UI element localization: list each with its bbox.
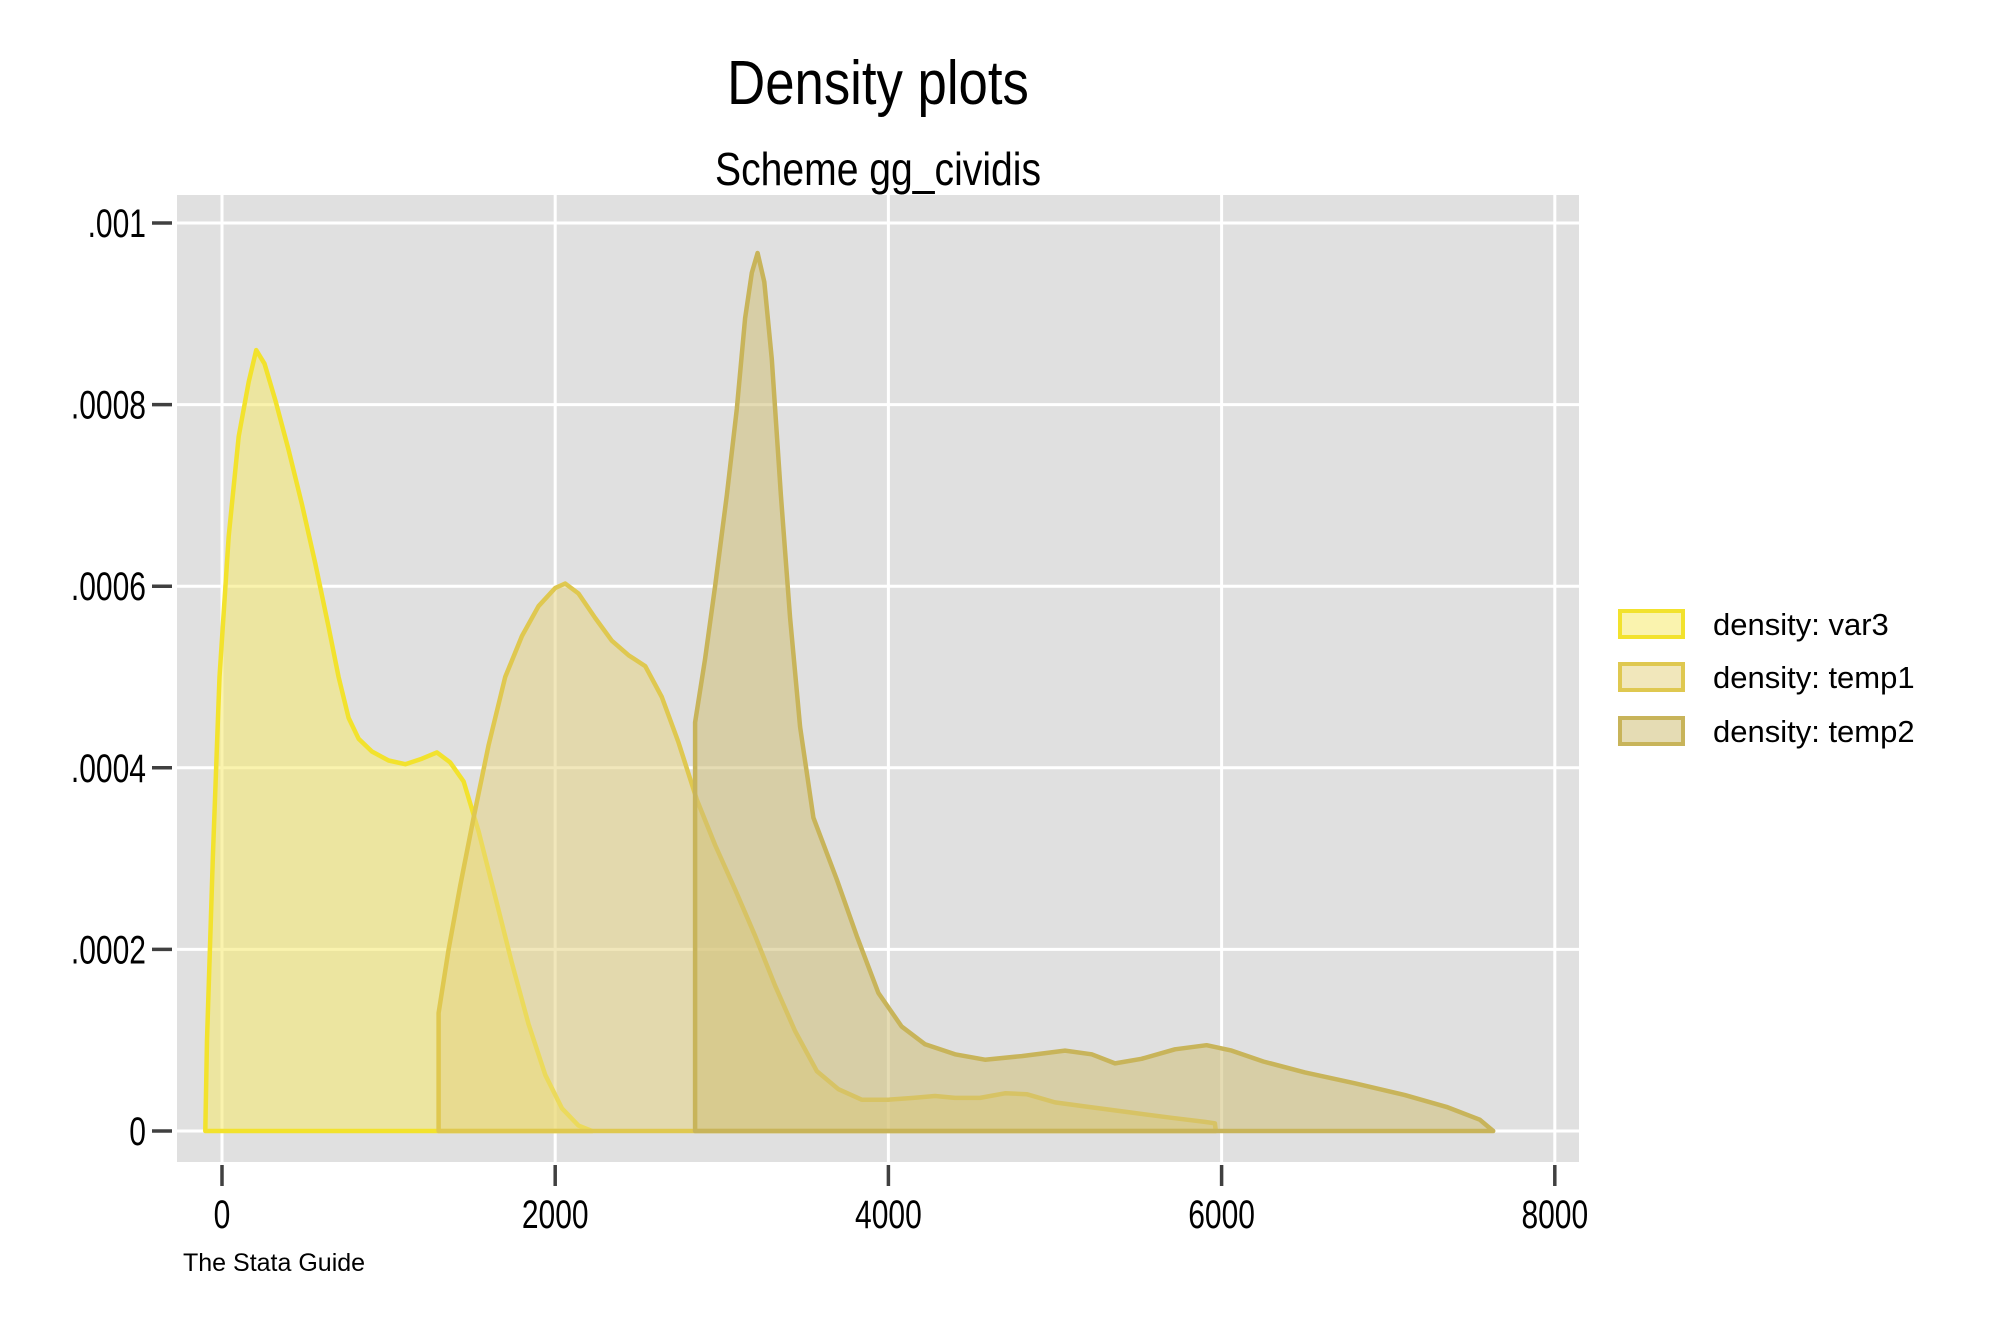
density-areas	[203, 250, 1496, 1134]
y-tick-label: 0	[129, 1110, 146, 1154]
legend-swatch-temp1	[1618, 662, 1685, 692]
y-tick-label: .001	[88, 202, 146, 246]
x-tick-label: 0	[214, 1193, 231, 1237]
chart-title: Density plots	[727, 49, 1029, 118]
y-tick-label: .0008	[71, 384, 146, 428]
chart-subtitle: Scheme gg_cividis	[715, 143, 1041, 195]
legend-label-temp2: density: temp2	[1713, 714, 1915, 749]
y-axis-labels: 0 .0002 .0004 .0006 .0008 .001	[71, 202, 146, 1154]
legend-swatch-var3	[1618, 609, 1685, 639]
legend-item-temp1: density: temp1	[1618, 660, 1915, 695]
legend-label-var3: density: var3	[1713, 607, 1889, 642]
legend-item-var3: density: var3	[1618, 607, 1889, 642]
x-tick-label: 6000	[1188, 1193, 1255, 1237]
footer-note: The Stata Guide	[183, 1249, 365, 1277]
x-axis-labels: 0 2000 4000 6000 8000	[214, 1193, 1589, 1237]
density-area-temp2	[692, 250, 1496, 1134]
y-tick-label: .0006	[71, 565, 146, 609]
x-tick-label: 4000	[855, 1193, 922, 1237]
axis-ticks	[152, 221, 1557, 1186]
y-tick-label: .0004	[71, 747, 146, 791]
legend-label-temp1: density: temp1	[1713, 660, 1915, 695]
y-tick-label: .0002	[71, 928, 146, 972]
legend-item-temp2: density: temp2	[1618, 714, 1915, 749]
x-tick-label: 8000	[1521, 1193, 1588, 1237]
legend: density: var3 density: temp1 density: te…	[1618, 607, 1915, 749]
legend-swatch-temp2	[1618, 716, 1685, 746]
x-tick-label: 2000	[522, 1193, 589, 1237]
